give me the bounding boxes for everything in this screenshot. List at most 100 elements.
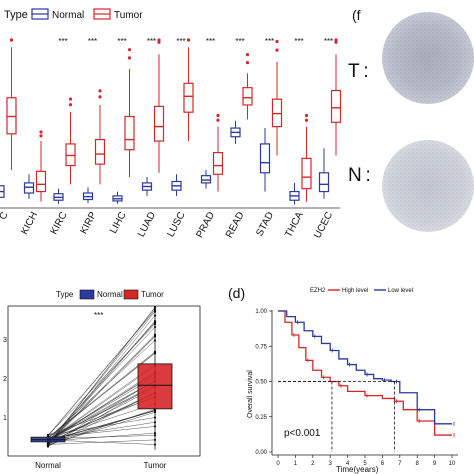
significance-kirp: *** [88, 37, 97, 46]
box-c-tumor [6, 38, 17, 170]
significance-lusc: *** [176, 37, 185, 46]
box-c-normal [0, 185, 5, 198]
panel-c-plot-frame [7, 305, 201, 457]
panel-a-x-tick-labels: C KICH KIRC KIRP LIHC LUAD LUSC PRAD READ STAD THC… [0, 210, 335, 240]
tumor-tissue-texture [382, 12, 474, 104]
box-kich-tumor [35, 130, 47, 202]
significance-ucec: *** [324, 37, 333, 46]
box-luad-normal [141, 177, 153, 196]
box-kirp-normal [82, 187, 94, 204]
panel-c-legend-title: Type [56, 290, 74, 299]
outlier-point [157, 38, 161, 42]
paired-line [47, 376, 156, 440]
outlier-point [216, 113, 220, 118]
paired-line [47, 324, 156, 436]
box-iqr [330, 89, 342, 123]
paired-line [47, 387, 156, 445]
significance-kirc: *** [58, 37, 67, 46]
xtick-lusc: LUSC [165, 210, 187, 239]
box-iqr [212, 151, 224, 175]
outlier-point [275, 48, 279, 52]
km-ytick-label: 0.50 [255, 380, 267, 386]
box-iqr [65, 143, 76, 167]
paired-line [47, 439, 156, 445]
paired-line [47, 392, 156, 447]
km-xtick-label: 7 [398, 461, 402, 467]
km-curve-low-level [278, 310, 452, 425]
box-read-normal [230, 120, 241, 144]
box-ucec-normal [318, 148, 330, 199]
km-xtick-label: 6 [381, 461, 385, 467]
box-iqr [271, 98, 283, 128]
significance-prad: *** [206, 37, 215, 46]
box-iqr [242, 87, 253, 106]
xtick-luad: LUAD [136, 210, 158, 239]
outlier-point [9, 38, 14, 42]
paired-line [47, 336, 156, 444]
panel-c-xtick-tumor: Tumor [144, 461, 167, 470]
significance-lihc: *** [117, 37, 126, 46]
outlier-point [216, 118, 220, 122]
significance-read: *** [235, 37, 244, 46]
outlier-point [275, 39, 279, 44]
km-xtick-label: 5 [363, 461, 367, 467]
km-ytick-label: 0.00 [255, 450, 267, 456]
box-iqr [183, 82, 194, 113]
box-stad-tumor [271, 39, 283, 156]
box-kirp-tumor [94, 89, 106, 185]
paired-line [47, 364, 156, 441]
outlier-point [39, 134, 43, 138]
box-prad-normal [200, 169, 212, 189]
panel-c-plot-area [30, 306, 173, 450]
box-iqr [259, 143, 271, 174]
box-iqr [124, 115, 135, 151]
paired-line [47, 309, 156, 437]
outlier-point [127, 56, 132, 60]
km-xtick-label: 10 [449, 461, 456, 467]
xtick-thca: THCA [283, 210, 306, 239]
km-xtick-label: 9 [433, 461, 437, 467]
outlier-point [68, 97, 73, 101]
outlier-point [334, 40, 338, 44]
km-legend-high-label: High level [342, 288, 368, 294]
km-curve-high-level [278, 310, 452, 436]
panel-c-legend-tumor-swatch [123, 289, 139, 300]
box-kirc-tumor [65, 97, 76, 185]
panel-c-xtick-normal: Normal [35, 461, 61, 470]
xtick-kirc: KIRC [49, 210, 70, 236]
paired-line [47, 410, 156, 444]
panel-c-legend-normal-swatch [79, 289, 95, 300]
significance-stad: *** [265, 37, 274, 46]
panel-a: Type Normal Tumor *** *** *** *** *** *** *** *… [0, 8, 342, 240]
paired-line [47, 307, 156, 446]
significance-thca: *** [294, 37, 303, 46]
km-legend-title: EZH2 [310, 288, 326, 294]
km-xtick-label: 3 [329, 461, 333, 467]
panel-c-significance: *** [94, 311, 103, 320]
xtick-kirp: KIRP [78, 210, 99, 236]
box-thca-tumor [301, 113, 312, 202]
km-xtick-label: 0 [276, 461, 280, 467]
paired-line [47, 322, 156, 442]
panel-d-label: (d) [228, 285, 245, 301]
paired-line [47, 412, 156, 446]
outlier-point [304, 113, 309, 118]
box-ucec-tumor [330, 38, 342, 156]
xtick-lihc: LIHC [108, 210, 128, 235]
normal-tissue-texture [382, 140, 474, 232]
outlier-point [98, 89, 102, 93]
km-ytick-label: 0.75 [255, 344, 267, 350]
panel-c-legend-normal-label: Normal [97, 290, 123, 299]
paired-line [47, 397, 156, 436]
box-lusc-normal [171, 174, 182, 196]
box-iqr [35, 170, 47, 193]
box-kich-normal [23, 174, 35, 199]
km-xtick-label: 8 [416, 461, 420, 467]
box-lihc-normal [112, 191, 123, 204]
panel-c: Type Normal Tumor *** 3 2 1 Normal Tumor [3, 289, 201, 470]
km-ytick-label: 1.00 [255, 309, 267, 315]
paired-line [47, 351, 156, 438]
box-kirc-normal [53, 188, 64, 204]
panel-d: (d) EZH2 High level Low level Overall su… [228, 285, 458, 474]
km-ticks: 0.00 0.25 0.50 0.75 1.00 0 1 2 3 4 5 6 7 8 9 10 [255, 309, 456, 467]
